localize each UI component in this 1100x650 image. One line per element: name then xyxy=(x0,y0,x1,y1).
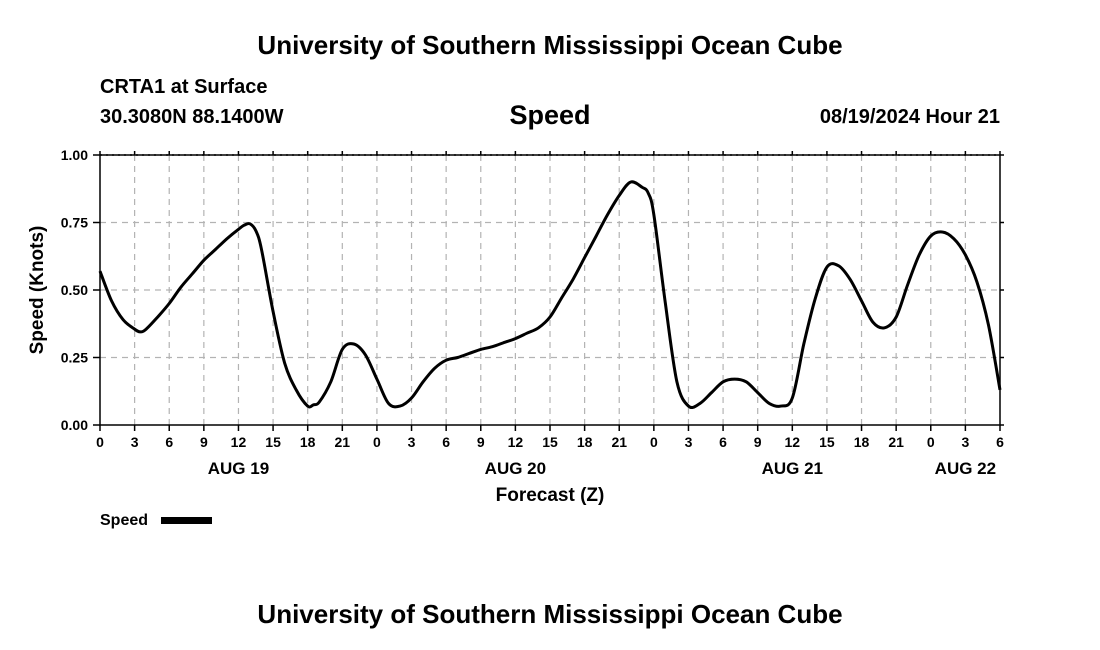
x-tick-label: 3 xyxy=(131,434,139,450)
x-tick-label: 6 xyxy=(996,434,1004,450)
legend-swatch xyxy=(161,517,212,524)
x-tick-label: 9 xyxy=(754,434,762,450)
date-label: AUG 19 xyxy=(208,459,269,478)
x-tick-label: 0 xyxy=(96,434,104,450)
date-label: AUG 20 xyxy=(485,459,546,478)
x-axis-title: Forecast (Z) xyxy=(496,485,605,506)
x-tick-label: 6 xyxy=(165,434,173,450)
x-tick-label: 18 xyxy=(577,434,593,450)
x-tick-label: 15 xyxy=(819,434,835,450)
y-tick-label: 0.25 xyxy=(61,350,88,366)
x-tick-label: 18 xyxy=(854,434,870,450)
x-tick-label: 6 xyxy=(719,434,727,450)
x-tick-label: 3 xyxy=(685,434,693,450)
x-tick-label: 3 xyxy=(961,434,969,450)
y-tick-label: 0.50 xyxy=(61,282,88,298)
x-tick-label: 15 xyxy=(265,434,281,450)
x-tick-label: 0 xyxy=(650,434,658,450)
footer-title: University of Southern Mississippi Ocean… xyxy=(257,599,843,629)
x-tick-label: 9 xyxy=(200,434,208,450)
y-tick-label: 0.00 xyxy=(61,417,88,433)
forecast-datetime: 08/19/2024 Hour 21 xyxy=(819,106,1000,128)
x-tick-label: 15 xyxy=(542,434,558,450)
y-tick-label: 0.75 xyxy=(61,215,88,231)
x-tick-label: 12 xyxy=(231,434,247,450)
date-label: AUG 22 xyxy=(935,459,996,478)
x-tick-label: 18 xyxy=(300,434,316,450)
station-name: CRTA1 at Surface xyxy=(100,76,268,98)
x-tick-label: 12 xyxy=(508,434,524,450)
y-axis-labels: 0.00 0.25 0.50 0.75 1.00 xyxy=(61,147,88,433)
x-tick-label: 6 xyxy=(442,434,450,450)
date-labels: AUG 19 AUG 20 AUG 21 AUG 22 xyxy=(208,459,996,478)
x-tick-label: 9 xyxy=(477,434,485,450)
x-tick-label: 0 xyxy=(373,434,381,450)
chart-title: Speed xyxy=(509,100,591,130)
date-label: AUG 21 xyxy=(762,459,823,478)
page-title: University of Southern Mississippi Ocean… xyxy=(257,30,843,60)
station-coordinates: 30.3080N 88.1400W xyxy=(100,106,284,128)
x-tick-label: 3 xyxy=(408,434,416,450)
legend: Speed xyxy=(100,512,212,529)
y-tick-label: 1.00 xyxy=(61,147,88,163)
grid xyxy=(100,154,1000,425)
x-tick-label: 0 xyxy=(927,434,935,450)
x-tick-label: 12 xyxy=(785,434,801,450)
x-axis-labels: 0 3 6 9 12 15 18 21 0 3 6 9 12 15 18 21 0 3 6 9 12 15 18 21 0 3 6 xyxy=(96,434,1004,450)
axis-ticks xyxy=(93,151,1004,431)
speed-series-line xyxy=(98,180,1002,410)
x-tick-label: 21 xyxy=(888,434,904,450)
y-axis-title: Speed (Knots) xyxy=(27,226,48,355)
x-tick-label: 21 xyxy=(611,434,627,450)
legend-label: Speed xyxy=(100,512,148,529)
x-tick-label: 21 xyxy=(335,434,351,450)
